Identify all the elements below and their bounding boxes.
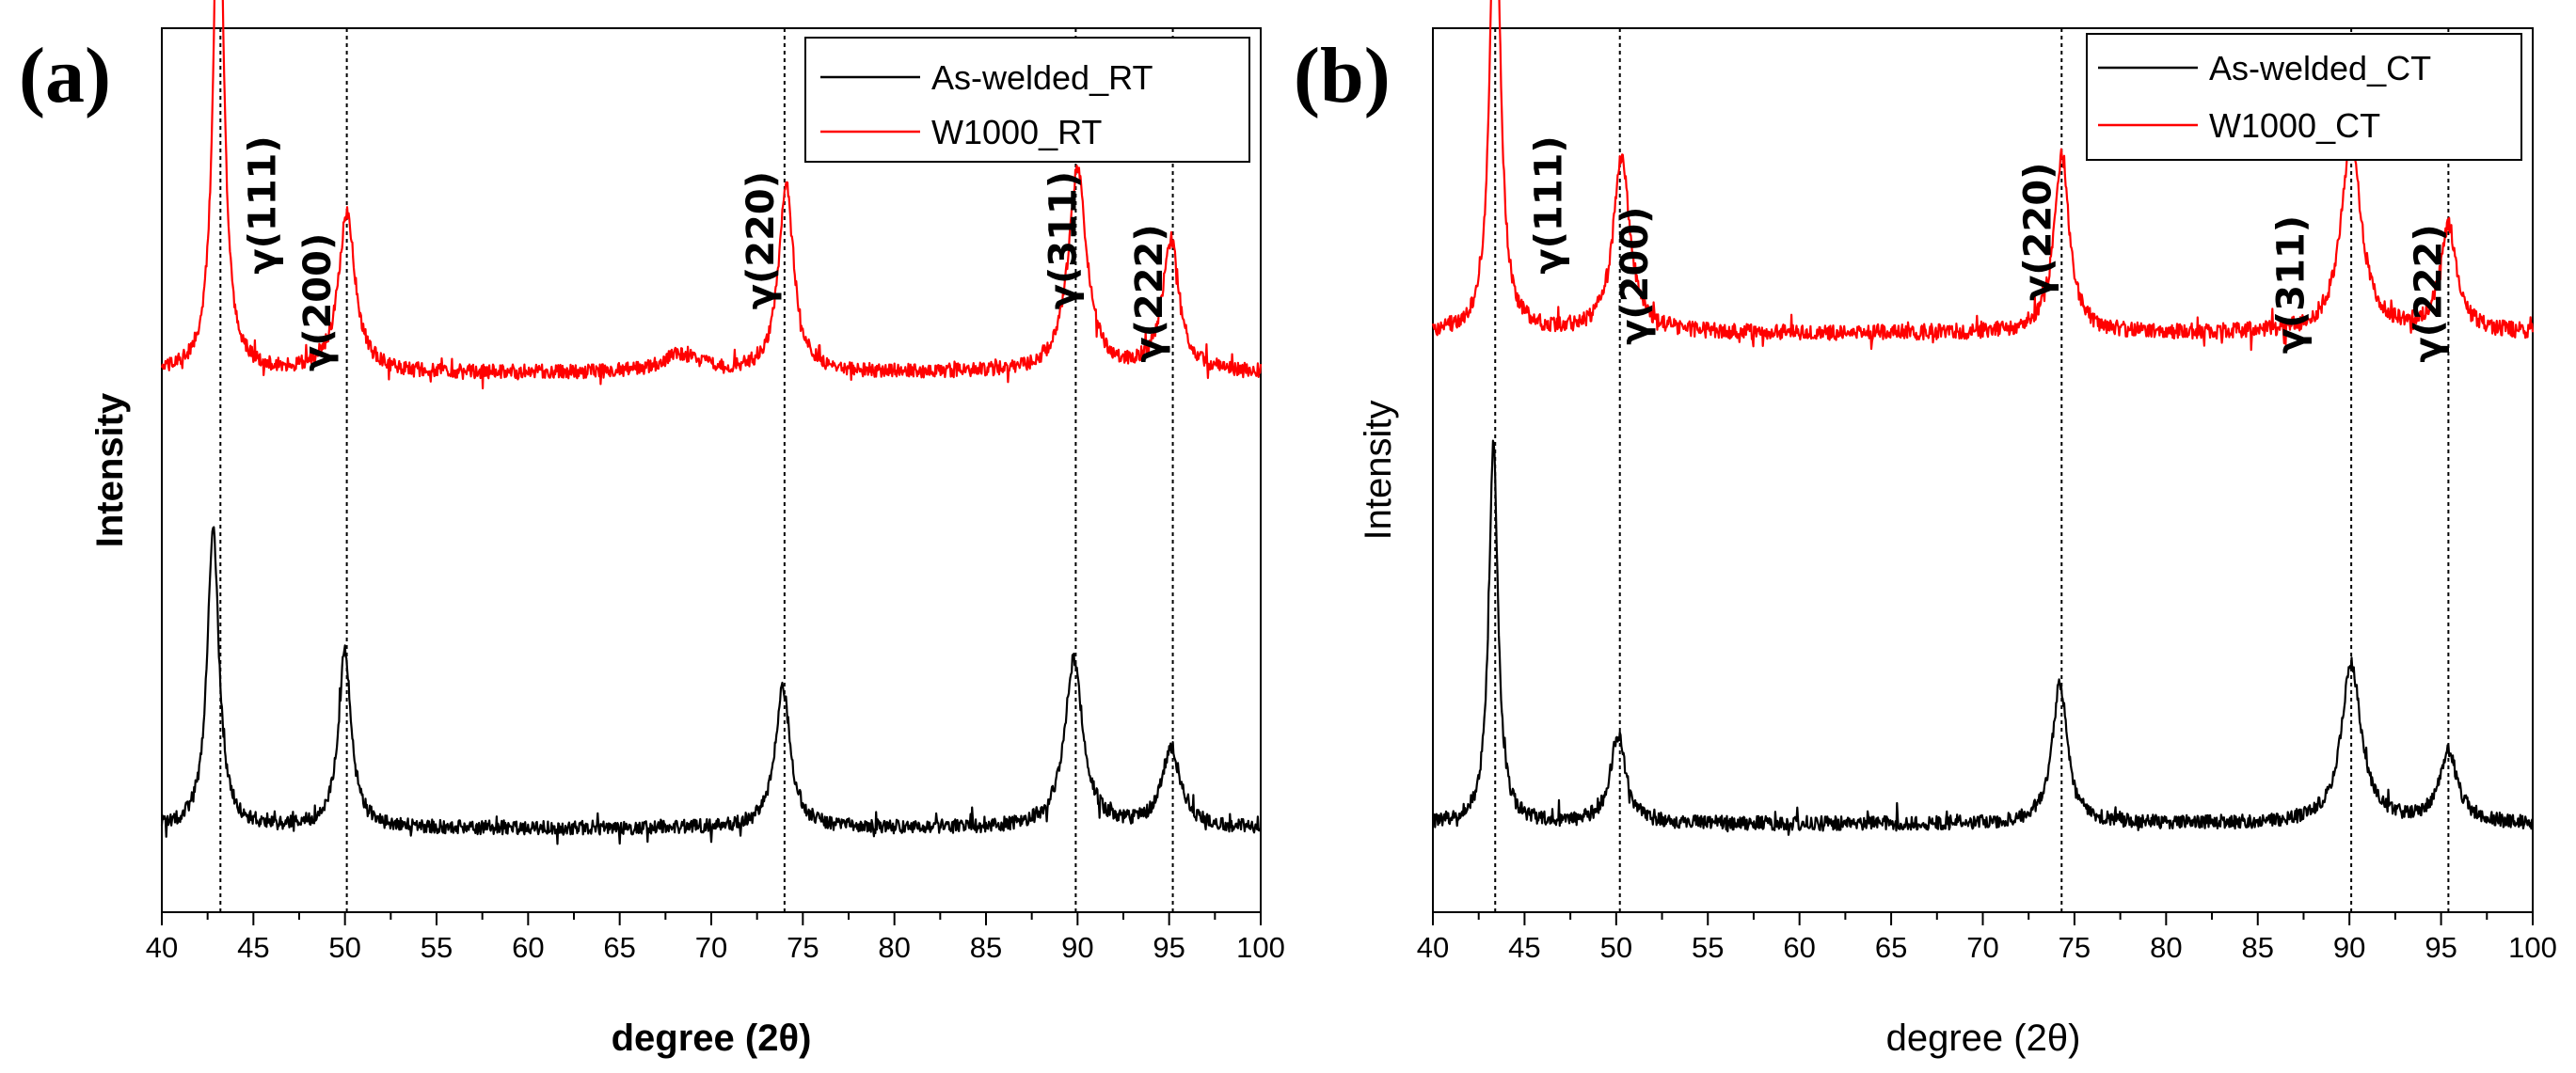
- panel-a-legend-label-as-welded: As-welded_RT: [931, 58, 1153, 97]
- panel-b: (b) 40 45 50 55 60 65 70 75 80 85 90 95 100 γ(111)γ(…: [1294, 0, 2557, 1059]
- panel-a-x-tick-label: 80: [878, 931, 910, 964]
- panel-a-x-tick-label: 95: [1153, 931, 1185, 964]
- panel-a-peak-label-3: γ(311): [1042, 171, 1085, 309]
- panel-b-legend-box: [2086, 33, 2522, 161]
- panel-a-x-axis-title: degree (2θ): [612, 1018, 812, 1059]
- panel-b-x-tick-label: 100: [2508, 931, 2557, 964]
- panel-b-peak-labels: γ(111) γ(200) γ(220) γ(311) γ(222): [1527, 135, 2450, 362]
- panel-b-x-ticks: 40 45 50 55 60 65 70 75 80 85 90 95 100: [1417, 912, 2557, 964]
- panel-b-series-as-welded-line: [1431, 439, 2534, 836]
- panel-b-x-tick-label: 95: [2425, 931, 2457, 964]
- panel-b-x-tick-label: 85: [2242, 931, 2274, 964]
- panel-a-peak-label-1: γ(200): [296, 233, 340, 371]
- panel-a-peak-label-2: γ(220): [739, 171, 783, 309]
- panel-b-peak-label-3: γ(311): [2270, 215, 2314, 354]
- panel-a-x-tick-label: 50: [328, 931, 360, 964]
- panel-b-x-tick-label: 65: [1875, 931, 1907, 964]
- panel-b-peak-label-4: γ(222): [2408, 224, 2451, 362]
- panel-b-x-tick-label: 55: [1692, 931, 1724, 964]
- panel-b-x-tick-label: 80: [2150, 931, 2182, 964]
- panel-b-x-tick-label: 75: [2059, 931, 2091, 964]
- panel-b-legend: As-welded_CT W1000_CT: [2086, 33, 2522, 161]
- panel-a-x-tick-label: 75: [787, 931, 819, 964]
- panel-a-x-tick-label: 45: [237, 931, 269, 964]
- panel-a-legend-box: [804, 37, 1250, 163]
- panel-b-legend-label-w1000: W1000_CT: [2209, 106, 2380, 145]
- panel-a-x-ticks: 40 45 50 55 60 65 70 75 80 85 90 95 100: [146, 912, 1285, 964]
- panel-a-series-as-welded-line: [160, 526, 1263, 845]
- panel-a-x-tick-label: 55: [421, 931, 453, 964]
- panel-b-peak-label-2: γ(220): [2017, 163, 2060, 301]
- panel-b-x-tick-label: 40: [1417, 931, 1449, 964]
- panel-b-peak-label-0: γ(111): [1527, 135, 1570, 274]
- panel-a-x-tick-label: 70: [695, 931, 727, 964]
- panel-b-x-tick-label: 90: [2333, 931, 2365, 964]
- panel-a-peak-label-4: γ(222): [1128, 224, 1171, 362]
- panel-a-letter: (a): [19, 32, 111, 119]
- panel-a-y-axis-title: Intensity: [89, 392, 131, 547]
- panel-b-x-tick-label: 70: [1966, 931, 1998, 964]
- panel-b-peak-label-1: γ(200): [1614, 207, 1657, 345]
- panel-b-legend-label-as-welded: As-welded_CT: [2209, 49, 2431, 87]
- panel-a-x-tick-label: 60: [512, 931, 544, 964]
- panel-a-legend-label-w1000: W1000_RT: [931, 113, 1102, 151]
- panel-a-legend: As-welded_RT W1000_RT: [804, 37, 1250, 163]
- panel-a-x-tick-label: 65: [603, 931, 635, 964]
- panel-b-y-axis-title: Intensity: [1358, 401, 1399, 541]
- panel-b-x-tick-label: 50: [1600, 931, 1632, 964]
- panel-a-x-tick-label: 85: [970, 931, 1002, 964]
- panel-a-peak-label-0: γ(111): [242, 135, 285, 274]
- panel-a-x-tick-label: 100: [1236, 931, 1285, 964]
- panel-a-series-w1000-line: [160, 0, 1263, 390]
- panel-b-x-tick-label: 45: [1508, 931, 1540, 964]
- panel-a-peak-labels: γ(111) γ(200) γ(220) γ(311) γ(222): [242, 135, 1171, 371]
- panel-a: (a) 40 45 50 55 60 65 70 75 80 85 90 95 100 γ(111)γ(…: [19, 0, 1285, 1059]
- panel-b-x-axis-title: degree (2θ): [1886, 1018, 2081, 1059]
- panel-b-letter: (b): [1294, 32, 1391, 119]
- panel-b-x-tick-label: 60: [1783, 931, 1815, 964]
- panel-a-x-tick-label: 90: [1061, 931, 1093, 964]
- panel-a-series: [160, 0, 1263, 845]
- panel-a-x-tick-label: 40: [146, 931, 178, 964]
